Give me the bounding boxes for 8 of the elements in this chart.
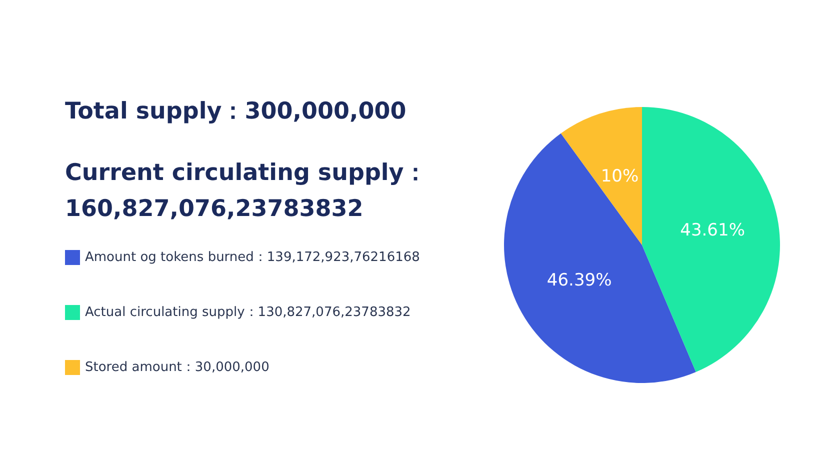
legend-label: Amount og tokens burned：139,172,923,76216168 [85, 250, 420, 265]
data-label: 10% [600, 166, 639, 187]
data-label: 46.39% [546, 270, 612, 290]
chart-title: Total supply：300,000,000 [65, 98, 406, 124]
data-label: 43.61% [680, 220, 745, 241]
legend-label: Actual circulating supply：130,827,076,23783832 [85, 305, 411, 320]
legend-label: Stored amount：30,000,000 [85, 360, 270, 375]
text: Current circulating supply： 160,827,076,23783832 [65, 160, 427, 222]
